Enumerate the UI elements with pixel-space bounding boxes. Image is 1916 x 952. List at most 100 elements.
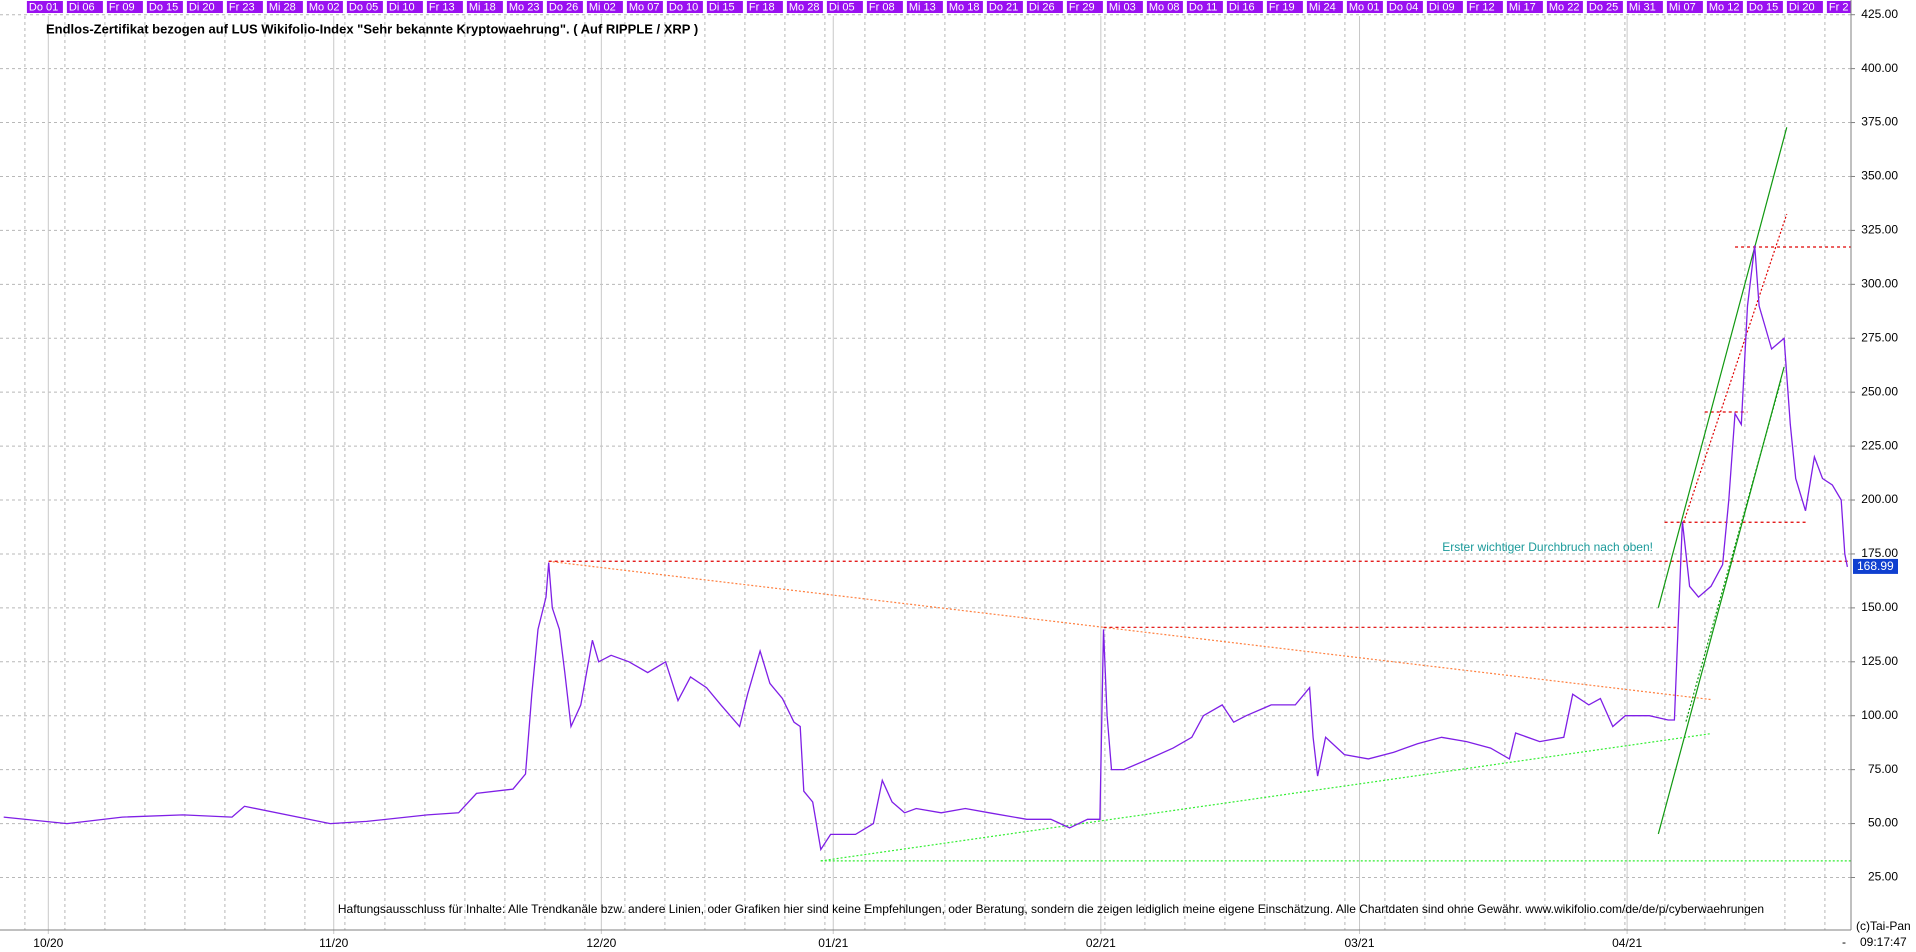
trendline xyxy=(820,733,1712,862)
date-label: Di 15 xyxy=(709,1,735,13)
date-label: Do 15 xyxy=(149,1,178,13)
y-tick-label: 425.00 xyxy=(1861,7,1898,21)
x-tick-label: 03/21 xyxy=(1345,936,1375,950)
date-box xyxy=(1626,1,1663,13)
date-label: Fr 13 xyxy=(429,1,455,13)
date-box xyxy=(1746,1,1783,13)
date-label: Di 20 xyxy=(189,1,215,13)
date-box xyxy=(66,1,103,13)
date-label: Do 04 xyxy=(1389,1,1418,13)
y-tick-label: 150.00 xyxy=(1861,600,1898,614)
date-box xyxy=(1666,1,1703,13)
y-tick-label: 225.00 xyxy=(1861,438,1898,452)
date-label: Do 05 xyxy=(349,1,378,13)
y-tick-label: 200.00 xyxy=(1861,492,1898,506)
date-label: Do 25 xyxy=(1589,1,1618,13)
trendline xyxy=(1657,127,1788,608)
time: 09:17:47 xyxy=(1860,935,1907,949)
date-box xyxy=(666,1,703,13)
date-label: Mo 18 xyxy=(949,1,980,13)
date-label: Mo 28 xyxy=(789,1,820,13)
date-box xyxy=(1546,1,1583,13)
date-label: Mi 18 xyxy=(469,1,496,13)
y-tick-label: 50.00 xyxy=(1868,816,1898,830)
date-label: Di 05 xyxy=(829,1,855,13)
trendline xyxy=(1657,366,1785,835)
date-box xyxy=(1506,1,1543,13)
date-label: Fr 23 xyxy=(229,1,255,13)
y-tick-label: 400.00 xyxy=(1861,61,1898,75)
date-box xyxy=(1466,1,1503,13)
date-label: Fr 12 xyxy=(1469,1,1495,13)
y-tick-label: 325.00 xyxy=(1861,223,1898,237)
price-line xyxy=(3,245,1849,852)
date-box xyxy=(866,1,903,13)
date-label: Mo 22 xyxy=(1549,1,1580,13)
y-tick-label: 175.00 xyxy=(1861,546,1898,560)
date-label: Mi 07 xyxy=(1669,1,1696,13)
date-box xyxy=(1346,1,1383,13)
date-box xyxy=(546,1,583,13)
date-label: Mi 03 xyxy=(1109,1,1136,13)
date-box xyxy=(1186,1,1223,13)
date-box xyxy=(1426,1,1463,13)
date-label: Fr 19 xyxy=(1269,1,1295,13)
y-tick-label: 350.00 xyxy=(1861,169,1898,183)
date-label: Fr 08 xyxy=(869,1,895,13)
x-tick-label: 11/20 xyxy=(319,936,348,950)
date-label: Do 01 xyxy=(29,1,58,13)
date-label: Do 10 xyxy=(669,1,698,13)
date-label: Do 26 xyxy=(549,1,578,13)
disclaimer: Haftungsausschluss für Inhalte: Alle Tre… xyxy=(338,902,1764,916)
date-box xyxy=(1586,1,1623,13)
y-tick-label: 300.00 xyxy=(1861,276,1898,290)
x-tick-label: 04/21 xyxy=(1612,936,1642,950)
date-label: Di 26 xyxy=(1029,1,1055,13)
copyright: (c)Tai-Pan xyxy=(1856,919,1911,933)
date-box xyxy=(106,1,143,13)
date-label: Mi 24 xyxy=(1309,1,1336,13)
trendline xyxy=(548,560,1712,701)
date-label: Mi 02 xyxy=(589,1,616,13)
date-label: Fr 18 xyxy=(749,1,775,13)
annotation: Erster wichtiger Durchbruch nach oben! xyxy=(1442,540,1653,554)
date-label: Do 21 xyxy=(989,1,1018,13)
date-box xyxy=(1306,1,1343,13)
date-label: Mi 31 xyxy=(1629,1,1656,13)
date-label: Mo 01 xyxy=(1349,1,1380,13)
date-box xyxy=(1706,1,1743,13)
y-tick-label: 375.00 xyxy=(1861,115,1898,129)
y-tick-label: 250.00 xyxy=(1861,384,1898,398)
date-label: Mo 23 xyxy=(509,1,540,13)
date-label: Mo 07 xyxy=(629,1,660,13)
date-label: Mi 13 xyxy=(909,1,936,13)
date-box xyxy=(226,1,263,13)
date-label: Mo 02 xyxy=(309,1,340,13)
y-tick-label: 125.00 xyxy=(1861,654,1898,668)
date-box xyxy=(1826,1,1851,13)
y-tick-label: 275.00 xyxy=(1861,330,1898,344)
date-box xyxy=(346,1,383,13)
date-box xyxy=(426,1,463,13)
trendline xyxy=(1681,213,1788,527)
date-box xyxy=(266,1,303,13)
date-label: Di 06 xyxy=(69,1,95,13)
date-label: Mi 17 xyxy=(1509,1,1536,13)
date-box xyxy=(26,1,63,13)
date-label: Do 15 xyxy=(1749,1,1778,13)
time-marker: - xyxy=(1842,935,1846,949)
date-label: Fr 09 xyxy=(109,1,135,13)
date-box xyxy=(1066,1,1103,13)
date-box xyxy=(706,1,743,13)
date-label: Fr 29 xyxy=(1069,1,1095,13)
date-label: Mi 28 xyxy=(269,1,296,13)
y-tick-label: 75.00 xyxy=(1868,762,1898,776)
date-box xyxy=(386,1,423,13)
x-tick-label: 12/20 xyxy=(586,936,616,950)
date-box xyxy=(306,1,343,13)
chart-title: Endlos-Zertifikat bezogen auf LUS Wikifo… xyxy=(46,21,698,36)
date-box xyxy=(826,1,863,13)
date-box xyxy=(1266,1,1303,13)
